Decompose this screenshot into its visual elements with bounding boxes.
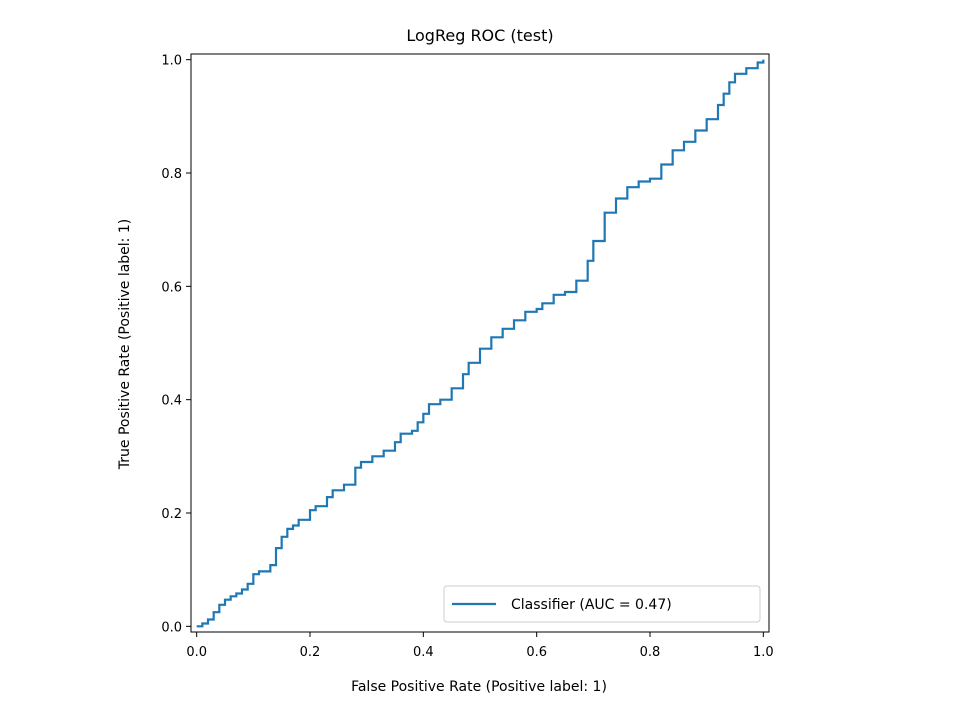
x-tick-label: 0.0 — [186, 645, 207, 660]
y-tick-label: 0.2 — [161, 507, 182, 522]
series-layer — [196, 59, 765, 628]
plot-area: 0.0 0.2 0.4 0.6 0.8 1.0 0.0 0.2 0.4 0.6 0.8 1.0 — [161, 53, 774, 660]
chart-title: LogReg ROC (test) — [406, 26, 553, 45]
y-tick-label: 0.0 — [161, 620, 182, 635]
x-axis-label: False Positive Rate (Positive label: 1) — [351, 679, 607, 695]
legend-entry-label: Classifier (AUC = 0.47) — [511, 597, 672, 613]
x-tick-label: 1.0 — [753, 645, 774, 660]
y-axis-ticks: 0.0 0.2 0.4 0.6 0.8 1.0 — [161, 54, 191, 635]
x-tick-label: 0.6 — [526, 645, 547, 660]
y-tick-label: 0.4 — [161, 394, 182, 409]
y-tick-label: 1.0 — [161, 54, 182, 69]
legend: Classifier (AUC = 0.47) — [443, 585, 761, 623]
legend-box — [443, 585, 761, 623]
x-tick-label: 0.2 — [300, 645, 321, 660]
x-tick-label: 0.8 — [640, 645, 661, 660]
axes-frame — [190, 53, 770, 633]
y-axis-label: True Positive Rate (Positive label: 1) — [117, 219, 133, 470]
y-tick-label: 0.8 — [161, 167, 182, 182]
y-tick-label: 0.6 — [161, 280, 182, 295]
roc-curve-line — [196, 59, 765, 628]
x-tick-label: 0.4 — [413, 645, 434, 660]
x-axis-ticks: 0.0 0.2 0.4 0.6 0.8 1.0 — [186, 632, 774, 660]
